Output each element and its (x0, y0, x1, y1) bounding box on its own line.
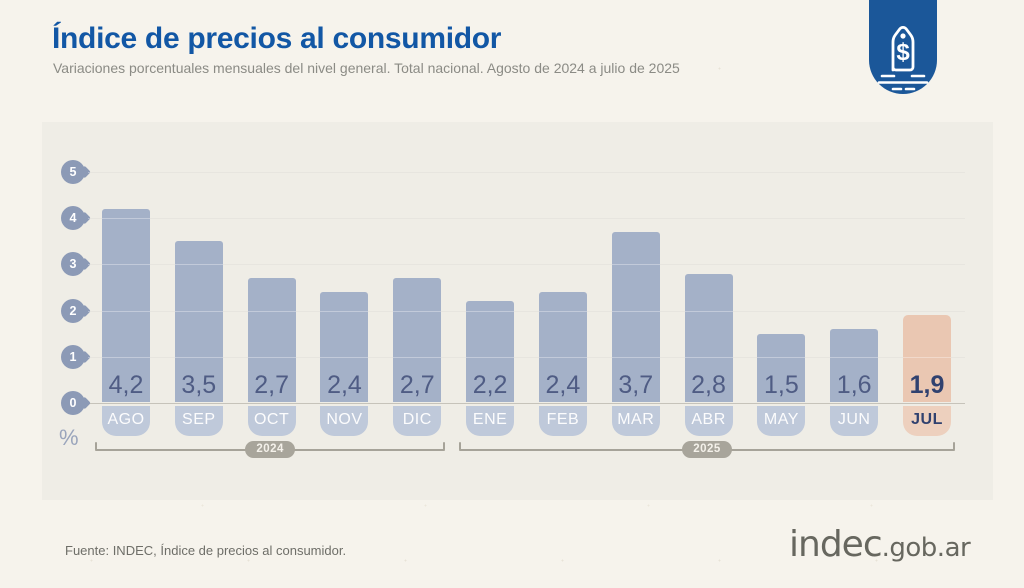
bar-value-may: 1,5 (763, 371, 799, 399)
gridline-overlay-3 (88, 264, 965, 266)
month-label-feb: FEB (538, 406, 587, 436)
year-bracket-tick-left-2025 (459, 442, 462, 450)
gridline-4 (88, 218, 965, 220)
gridline-5 (88, 172, 965, 173)
year-bracket-tick-left-2024 (95, 442, 97, 450)
bar-dic (393, 278, 442, 402)
month-label-sep: SEP (174, 406, 223, 436)
y-axis-tick-2: 2 (61, 298, 85, 323)
bar-sep (174, 241, 223, 402)
price-tag-icon: $ (877, 26, 929, 91)
bar-ago (102, 208, 150, 402)
page-title: Índice de precios al consumidor (52, 22, 502, 55)
source-note: Fuente: INDEC, Índice de precios al cons… (65, 543, 347, 558)
gridline-2 (88, 310, 965, 312)
month-label-may: MAY (757, 406, 806, 436)
bar-ene (466, 301, 515, 402)
ground-lines (877, 74, 929, 91)
logo-text-main: indec (789, 524, 883, 565)
chart-panel: 4,2 AGO 3,5 SEP 2,7 OCT 2,4 NOV 2,7 DIC 2,2 ENE 2,4 F… (42, 122, 993, 500)
logo-text-suffix: .gob.ar (881, 533, 971, 563)
gridline-overlay-2 (88, 310, 965, 312)
gridline-overlay-5 (88, 172, 965, 173)
bar-nov (320, 292, 369, 402)
year-bracket-tick-right-2024 (443, 442, 446, 450)
bar-jul (903, 315, 952, 402)
bar-mar (611, 232, 660, 402)
y-axis-tick-5: 5 (61, 160, 85, 184)
price-tag-badge: $ (869, 0, 937, 94)
year-bracket-tick-right-2025 (953, 442, 956, 450)
badge-symbol: $ (896, 39, 910, 66)
bar-value-ene: 2,2 (472, 371, 508, 399)
gridline-0 (88, 403, 965, 404)
gridline-overlay-1 (88, 356, 965, 358)
page-subtitle: Variaciones porcentuales mensuales del n… (53, 60, 680, 76)
bar-value-feb: 2,4 (545, 371, 581, 399)
year-pill-2024: 2024 (245, 441, 296, 458)
month-label-abr: ABR (684, 406, 733, 436)
bar-abr (684, 273, 733, 402)
bar-oct (247, 278, 296, 402)
bar-jun (830, 329, 879, 402)
gridline-overlay-4 (88, 218, 965, 220)
month-label-ene: ENE (466, 406, 515, 436)
bar-value-ago: 4,2 (108, 371, 144, 399)
indec-logo: indec .gob.ar (789, 524, 971, 565)
gridline-3 (88, 264, 965, 266)
tag-outline (891, 26, 915, 72)
bar-feb (538, 292, 587, 402)
month-label-oct: OCT (247, 406, 296, 436)
month-label-mar: MAR (611, 406, 660, 436)
month-label-dic: DIC (393, 406, 442, 436)
bar-value-jul: 1,9 (909, 371, 945, 399)
tag-hole (900, 33, 906, 39)
month-label-jun: JUN (830, 406, 879, 436)
y-axis-tick-3: 3 (61, 252, 85, 277)
bar-value-jun: 1,6 (836, 371, 872, 399)
month-label-jul: JUL (903, 406, 952, 436)
y-axis-tick-1: 1 (61, 344, 85, 369)
bar-value-oct: 2,7 (254, 371, 289, 399)
y-axis-tick-4: 4 (61, 206, 85, 231)
bar-value-nov: 2,4 (327, 371, 362, 399)
y-axis-tick-0: 0 (61, 391, 85, 415)
bar-value-dic: 2,7 (399, 371, 435, 399)
month-label-ago: AGO (102, 406, 150, 436)
y-axis-unit-label: % (59, 425, 79, 450)
gridline-1 (88, 356, 965, 358)
bar-value-abr: 2,8 (691, 371, 726, 399)
month-label-nov: NOV (320, 406, 369, 436)
bar-value-sep: 3,5 (181, 371, 217, 399)
bar-value-mar: 3,7 (618, 371, 654, 399)
bar-may (757, 333, 806, 402)
year-pill-2025: 2025 (682, 441, 733, 458)
